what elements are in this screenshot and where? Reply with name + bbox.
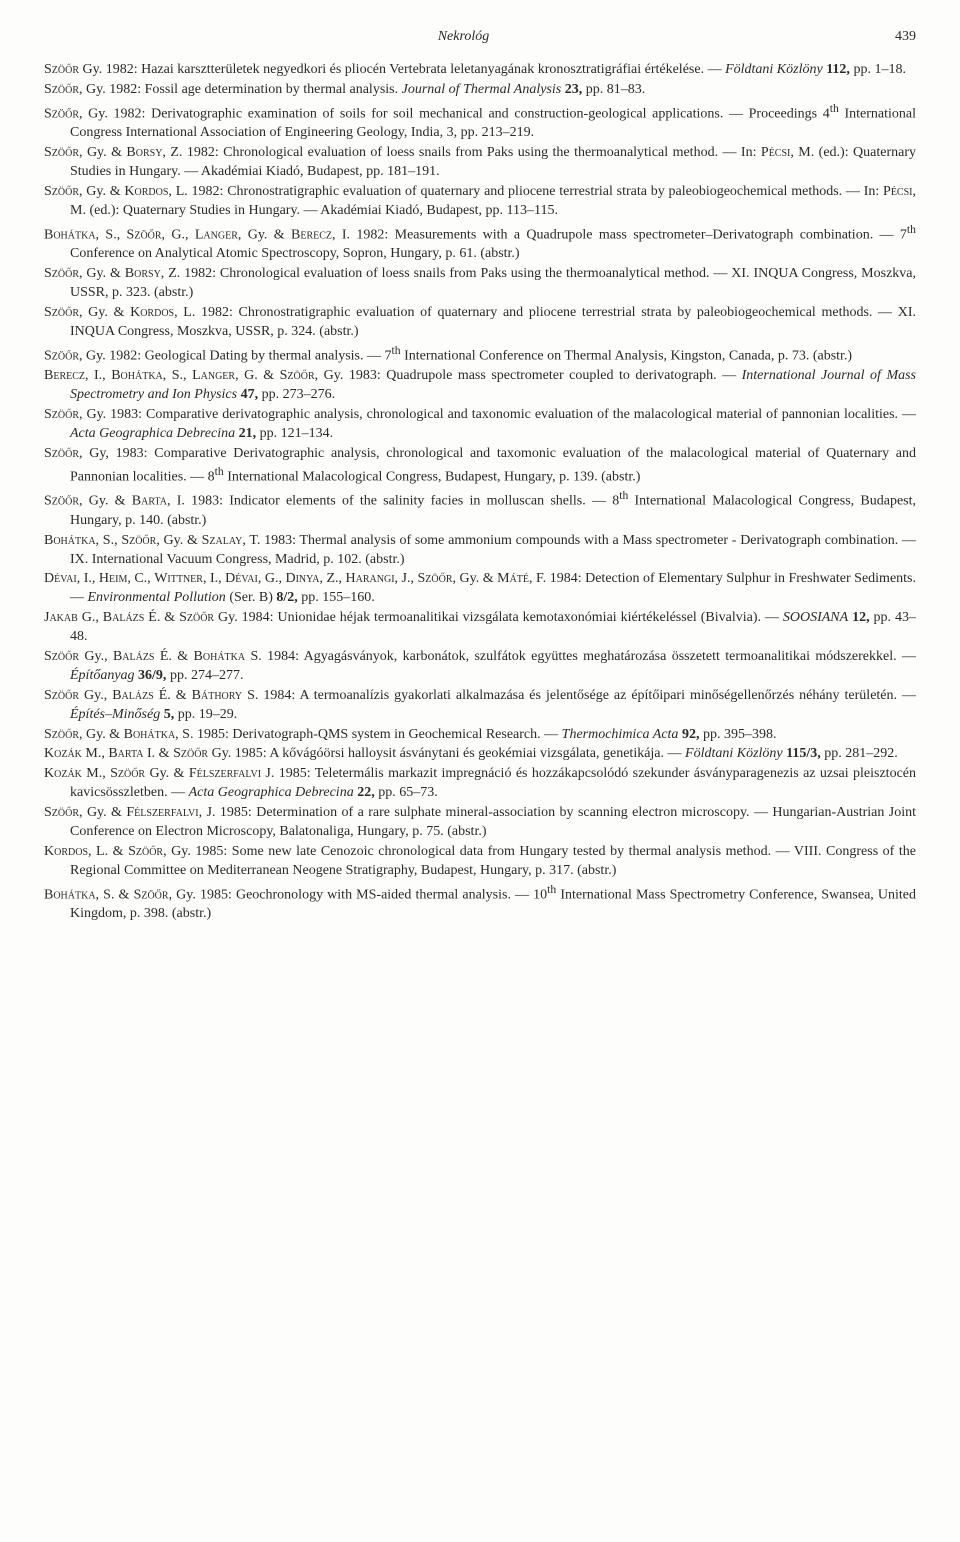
bibliography-entry: Szöőr, Gy. & Barta, I. 1983: Indicator e… <box>44 488 916 530</box>
bibliography-entry: Bohátka, S., Szöőr, Gy. & Szalay, T. 198… <box>44 532 916 570</box>
bibliography-entry: Kozák M., Szöőr Gy. & Félszerfalvi J. 19… <box>44 765 916 803</box>
bibliography-entry: Bohátka, S. & Szöőr, Gy. 1985: Geochrono… <box>44 882 916 924</box>
bibliography-entry: Bohátka, S., Szöőr, G., Langer, Gy. & Be… <box>44 222 916 264</box>
bibliography-entry: Szöőr, Gy. & Kordos, L. 1982: Chronostra… <box>44 183 916 221</box>
bibliography-entry: Kozák M., Barta I. & Szöőr Gy. 1985: A k… <box>44 745 916 764</box>
page-number: 439 <box>895 28 916 47</box>
bibliography-entry: Szöőr, Gy. 1982: Geological Dating by th… <box>44 343 916 367</box>
bibliography-entry: Szöőr, Gy. & Bohátka, S. 1985: Derivatog… <box>44 726 916 745</box>
page-header: Nekrológ 439 <box>44 28 916 47</box>
bibliography-entry: Szöőr Gy., Balázs É. & Báthory S. 1984: … <box>44 687 916 725</box>
bibliography-entry: Szöőr, Gy, 1983: Comparative Derivatogra… <box>44 445 916 487</box>
bibliography-entry: Szöőr, Gy. & Borsy, Z. 1982: Chronologic… <box>44 265 916 303</box>
bibliography-entry: Szöőr Gy., Balázs É. & Bohátka S. 1984: … <box>44 648 916 686</box>
bibliography-entry: Kordos, L. & Szöőr, Gy. 1985: Some new l… <box>44 843 916 881</box>
running-head: Nekrológ <box>44 28 883 47</box>
bibliography-entry: Szöőr, Gy. 1982: Derivatographic examina… <box>44 101 916 143</box>
bibliography-entry: Szöőr, Gy. & Borsy, Z. 1982: Chronologic… <box>44 144 916 182</box>
bibliography-entry: Szöőr, Gy. & Kordos, L. 1982: Chronostra… <box>44 304 916 342</box>
bibliography-list: Szöőr Gy. 1982: Hazai karsztterületek ne… <box>44 61 916 924</box>
bibliography-entry: Szöőr, Gy. 1983: Comparative derivatogra… <box>44 406 916 444</box>
bibliography-entry: Szöőr Gy. 1982: Hazai karsztterületek ne… <box>44 61 916 80</box>
bibliography-entry: Jakab G., Balázs É. & Szöőr Gy. 1984: Un… <box>44 609 916 647</box>
bibliography-entry: Szöőr, Gy. & Félszerfalvi, J. 1985: Dete… <box>44 804 916 842</box>
bibliography-entry: Szöőr, Gy. 1982: Fossil age determinatio… <box>44 81 916 100</box>
bibliography-entry: Berecz, I., Bohátka, S., Langer, G. & Sz… <box>44 367 916 405</box>
bibliography-entry: Dévai, I., Heim, C., Wittner, I., Dévai,… <box>44 570 916 608</box>
